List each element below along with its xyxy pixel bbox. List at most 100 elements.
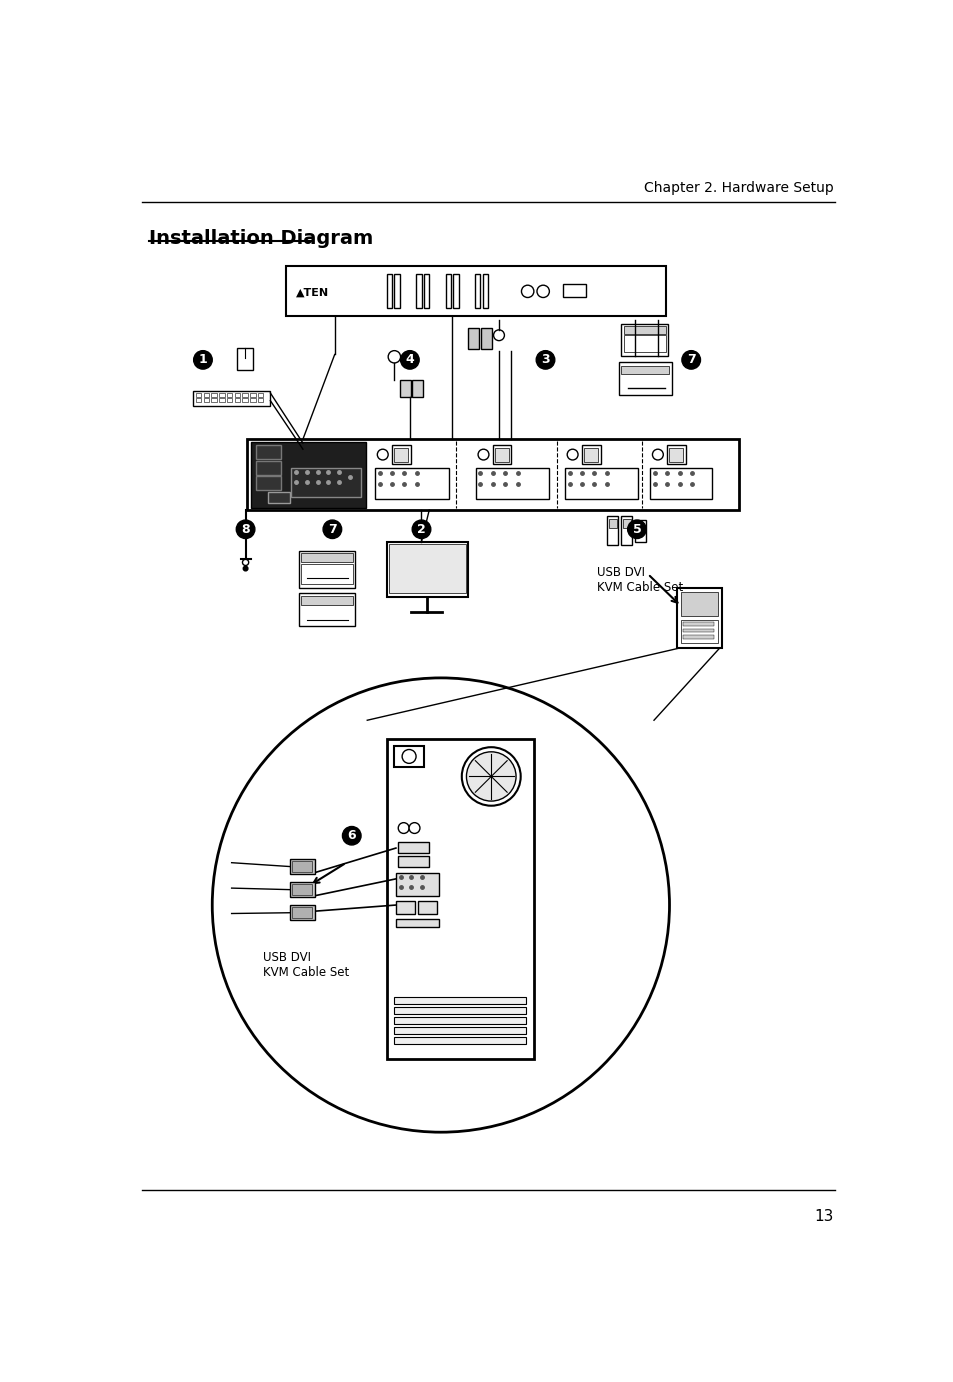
Circle shape — [400, 351, 418, 369]
Bar — [298, 551, 355, 587]
Bar — [581, 445, 599, 464]
Text: 5: 5 — [632, 522, 640, 536]
Bar — [622, 518, 630, 528]
Bar — [583, 448, 598, 462]
Circle shape — [567, 449, 578, 460]
Bar — [290, 905, 314, 920]
Text: 1: 1 — [198, 354, 207, 366]
Bar — [493, 445, 511, 464]
Text: Installation Diagram: Installation Diagram — [149, 229, 373, 247]
Bar — [242, 392, 248, 397]
Bar — [564, 468, 638, 499]
Bar — [392, 445, 410, 464]
Bar — [234, 398, 240, 402]
Bar — [257, 398, 263, 402]
Bar — [680, 591, 718, 616]
Bar — [242, 398, 248, 402]
Bar — [394, 1038, 525, 1043]
Bar — [607, 517, 618, 546]
Bar — [375, 468, 448, 499]
Bar — [256, 445, 281, 459]
Bar — [257, 392, 263, 397]
Text: 6: 6 — [347, 829, 355, 842]
Circle shape — [477, 449, 488, 460]
Bar — [397, 855, 429, 868]
Bar — [394, 746, 423, 767]
Bar — [193, 391, 270, 406]
Bar — [480, 328, 492, 350]
Circle shape — [652, 449, 662, 460]
Bar — [250, 392, 255, 397]
Bar — [292, 884, 312, 896]
Bar — [416, 274, 421, 308]
Bar — [394, 274, 399, 308]
Bar — [395, 919, 438, 926]
Text: 8: 8 — [241, 522, 250, 536]
Bar — [682, 629, 714, 633]
Bar — [394, 1027, 525, 1034]
Text: ▲TEN: ▲TEN — [295, 287, 329, 299]
Text: USB DVI
KVM Cable Set: USB DVI KVM Cable Set — [262, 951, 349, 980]
Bar — [389, 545, 465, 593]
Bar — [227, 392, 233, 397]
Bar — [495, 448, 509, 462]
Bar — [204, 392, 209, 397]
Circle shape — [285, 446, 300, 463]
Bar — [219, 392, 224, 397]
Bar — [292, 908, 312, 918]
Text: 2: 2 — [416, 522, 425, 536]
Bar — [620, 323, 667, 357]
Circle shape — [412, 520, 431, 539]
Bar — [445, 274, 451, 308]
Bar — [620, 366, 669, 373]
Circle shape — [243, 567, 248, 571]
Text: 4: 4 — [405, 354, 414, 366]
Text: 7: 7 — [328, 522, 336, 536]
Circle shape — [402, 749, 416, 763]
Circle shape — [242, 560, 249, 565]
Circle shape — [212, 679, 669, 1132]
Bar — [394, 448, 408, 462]
Bar — [292, 861, 312, 872]
Bar — [395, 901, 415, 914]
Bar — [290, 882, 314, 897]
Bar — [417, 901, 436, 914]
Text: Chapter 2. Hardware Setup: Chapter 2. Hardware Setup — [643, 181, 833, 195]
Bar — [247, 439, 739, 510]
Bar — [268, 492, 290, 503]
Bar — [212, 398, 216, 402]
Circle shape — [536, 351, 555, 369]
Bar — [219, 398, 224, 402]
Bar — [412, 380, 422, 397]
Circle shape — [681, 351, 700, 369]
Bar — [394, 998, 525, 1003]
Bar — [301, 564, 353, 585]
Circle shape — [521, 285, 534, 297]
Bar — [301, 596, 353, 605]
Bar — [236, 348, 253, 370]
Bar — [649, 468, 711, 499]
Circle shape — [300, 446, 315, 463]
Bar — [682, 622, 714, 626]
Bar — [682, 634, 714, 638]
Circle shape — [397, 822, 409, 833]
Bar — [386, 739, 534, 1059]
Bar — [608, 518, 617, 528]
Bar — [250, 398, 255, 402]
Text: USB DVI
KVM Cable Set: USB DVI KVM Cable Set — [597, 567, 683, 594]
Bar — [680, 621, 718, 643]
Bar — [394, 1007, 525, 1013]
Bar — [476, 468, 549, 499]
Circle shape — [377, 449, 388, 460]
Bar — [620, 517, 632, 546]
Bar — [234, 392, 240, 397]
Bar — [227, 398, 233, 402]
Bar — [623, 326, 665, 333]
Bar — [423, 274, 429, 308]
Bar — [562, 285, 585, 297]
Bar — [635, 520, 645, 542]
Bar — [204, 398, 209, 402]
Bar — [677, 587, 721, 648]
Circle shape — [537, 285, 549, 297]
Circle shape — [254, 493, 262, 500]
